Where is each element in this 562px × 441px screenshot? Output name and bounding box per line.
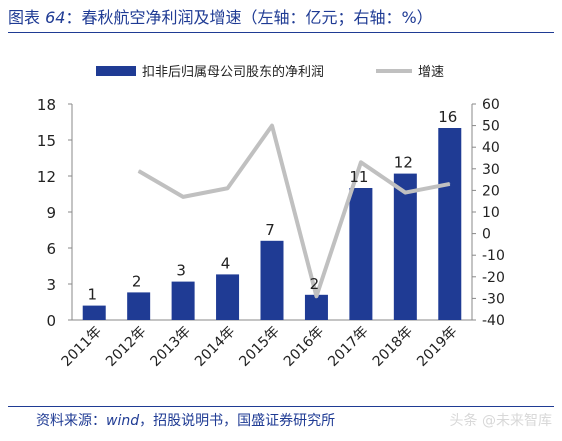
legend: 扣非后归属母公司股东的净利润 增速 <box>96 64 444 80</box>
right-tick-label: 20 <box>482 183 500 199</box>
left-tick-label: 12 <box>37 168 56 186</box>
bar <box>127 292 151 320</box>
bar <box>82 305 106 320</box>
bar-value-label: 1 <box>87 286 97 304</box>
bar-value-label: 11 <box>349 168 368 186</box>
right-tick-label: -20 <box>482 270 505 286</box>
bar <box>260 240 284 320</box>
legend-bar-label: 扣非后归属母公司股东的净利润 <box>142 64 324 80</box>
right-tick-label: 60 <box>482 97 500 113</box>
bar <box>349 188 373 320</box>
growth-line <box>137 123 451 299</box>
bar-value-label: 3 <box>176 262 186 280</box>
bar <box>393 173 417 320</box>
growth-point <box>315 295 317 297</box>
right-tick-label: 10 <box>482 205 500 221</box>
bar-value-label: 16 <box>438 108 457 126</box>
watermark: 头条 @未来智库 <box>449 413 552 429</box>
right-tick-label: -30 <box>482 291 505 307</box>
x-tick-label: 2018年 <box>370 324 416 370</box>
growth-point <box>404 192 406 194</box>
x-tick-label: 2014年 <box>192 324 238 370</box>
growth-point <box>360 161 362 163</box>
legend-bar-swatch <box>96 66 136 76</box>
title-divider <box>8 32 554 33</box>
x-tick-label: 2016年 <box>281 324 327 370</box>
x-tick-label: 2015年 <box>236 324 282 370</box>
bar <box>216 274 240 320</box>
left-tick-label: 15 <box>37 132 56 150</box>
growth-point <box>271 125 273 127</box>
left-tick-label: 18 <box>37 96 56 114</box>
left-tick-label: 3 <box>46 276 56 294</box>
bar-value-label: 4 <box>221 254 231 272</box>
bar-value-label: 2 <box>310 275 320 293</box>
x-tick-label: 2013年 <box>148 324 194 370</box>
growth-point <box>227 187 229 189</box>
growth-point <box>182 196 184 198</box>
growth-point <box>138 170 140 172</box>
x-tick-label: 2011年 <box>59 324 105 370</box>
right-tick-label: -40 <box>482 313 505 329</box>
bar <box>171 281 195 320</box>
legend-line-label: 增速 <box>418 65 444 80</box>
left-tick-label: 0 <box>46 312 56 330</box>
chart-title: 图表 64：春秋航空净利润及增速（左轴：亿元；右轴：%） <box>8 8 433 27</box>
growth-point <box>449 183 451 185</box>
bar <box>304 294 328 320</box>
bar-value-label: 2 <box>132 272 142 290</box>
right-tick-label: 0 <box>482 227 491 243</box>
source-note: 资料来源：wind，招股说明书，国盛证券研究所 <box>36 413 336 429</box>
bar <box>438 128 462 320</box>
footer-divider <box>8 406 554 407</box>
x-tick-label: 2019年 <box>414 324 460 370</box>
right-tick-label: 30 <box>482 162 500 178</box>
left-tick-label: 6 <box>46 240 56 258</box>
x-tick-label: 2012年 <box>103 324 149 370</box>
x-tick-label: 2017年 <box>325 324 371 370</box>
bar-value-label: 12 <box>394 154 413 172</box>
right-tick-label: 40 <box>482 140 500 156</box>
right-tick-label: 50 <box>482 119 500 135</box>
bar-value-label: 7 <box>265 221 275 239</box>
left-tick-label: 9 <box>46 204 56 222</box>
right-tick-label: -10 <box>482 248 505 264</box>
